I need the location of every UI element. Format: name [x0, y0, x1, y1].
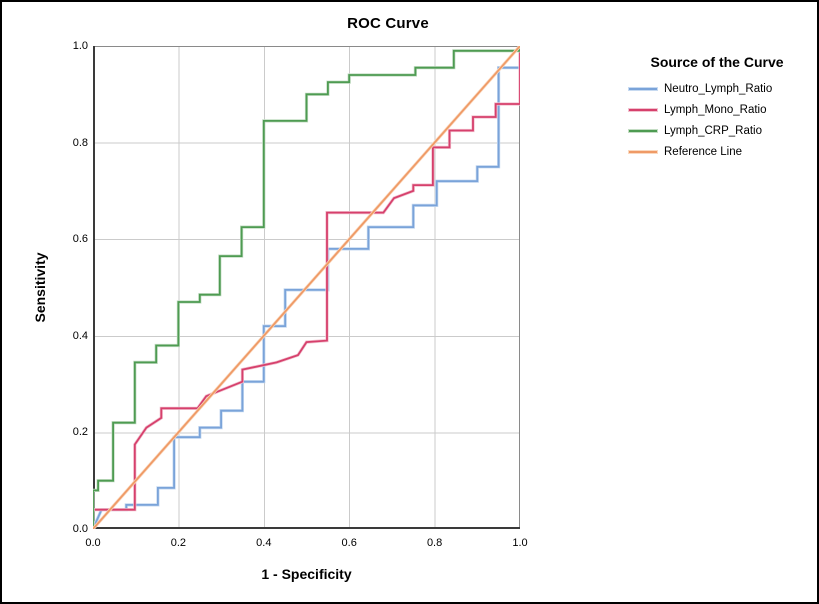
legend-line-swatch: [629, 150, 657, 153]
y-tick-label: 0.6: [72, 233, 88, 246]
y-axis-title: Sensitivity: [32, 252, 48, 323]
roc-plot-canvas: [93, 46, 520, 529]
legend-line-swatch: [629, 129, 657, 132]
y-tick-label: 1.0: [72, 40, 88, 52]
x-axis-title: 1 - Specificity: [261, 566, 352, 582]
x-tick-label: 0.8: [426, 537, 443, 549]
x-tick-label: 1.0: [512, 537, 528, 549]
x-tick-label: 0.6: [341, 537, 357, 549]
chart-title: ROC Curve: [347, 15, 429, 32]
x-tick-label: 0.2: [170, 537, 187, 549]
legend-item-label: Lymph_CRP_Ratio: [664, 124, 763, 137]
y-tick-label: 0.8: [72, 136, 88, 149]
lymph-mono-ratio-curve: [93, 46, 520, 529]
y-tick-label: 0.4: [72, 329, 88, 342]
y-tick-label: 0.2: [72, 426, 88, 439]
legend-item-label: Reference Line: [664, 145, 742, 158]
lymph-crp-ratio-curve: [93, 46, 520, 529]
reference-line-curve: [93, 46, 520, 529]
legend: Source of the Curve Neutro_Lymph_Ratio Ly…: [629, 54, 805, 165]
x-tick-label: 0.0: [85, 537, 101, 549]
legend-items: Neutro_Lymph_Ratio Lymph_Mono_Ratio Lymph_…: [629, 81, 805, 159]
legend-line-swatch: [629, 108, 657, 111]
legend-item: Reference Line: [629, 144, 805, 159]
plot-area: [93, 46, 520, 529]
y-tick-label: 0.0: [72, 523, 88, 535]
legend-item-label: Neutro_Lymph_Ratio: [664, 82, 773, 95]
legend-item: Lymph_CRP_Ratio: [629, 123, 805, 138]
legend-item-label: Lymph_Mono_Ratio: [664, 103, 767, 116]
legend-title: Source of the Curve: [650, 54, 784, 70]
legend-item: Neutro_Lymph_Ratio: [629, 81, 805, 96]
x-tick-label: 0.4: [256, 537, 272, 549]
legend-line-swatch: [629, 87, 657, 90]
legend-item: Lymph_Mono_Ratio: [629, 102, 805, 117]
